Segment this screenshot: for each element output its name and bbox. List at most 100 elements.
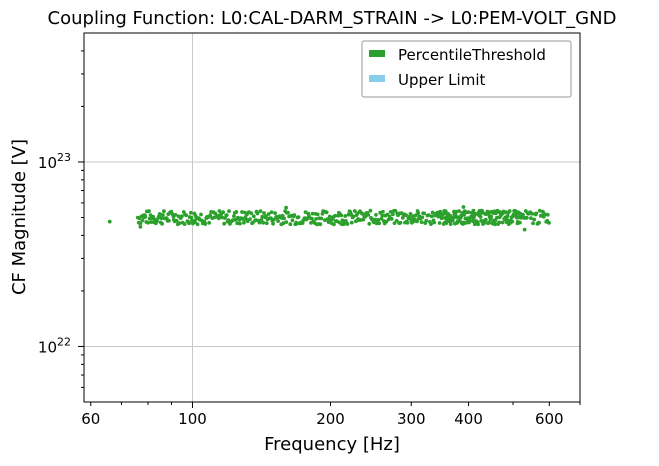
data-point bbox=[440, 216, 445, 220]
x-tick-label: 200 bbox=[316, 410, 345, 428]
data-point bbox=[286, 210, 290, 215]
y-tick-label: 1022 bbox=[38, 335, 71, 356]
data-point bbox=[432, 220, 437, 225]
data-point bbox=[531, 221, 535, 226]
y-axis-label: CF Magnitude [V] bbox=[9, 139, 30, 295]
data-point bbox=[483, 217, 488, 222]
data-point bbox=[193, 220, 197, 225]
data-point bbox=[174, 218, 179, 223]
data-point bbox=[264, 221, 269, 226]
data-point bbox=[157, 212, 162, 216]
data-point bbox=[363, 214, 368, 219]
data-point bbox=[325, 217, 330, 222]
data-point bbox=[429, 214, 434, 219]
data-point bbox=[376, 218, 381, 222]
y-axis-ticks: 1022 1023 bbox=[38, 50, 84, 388]
data-point bbox=[497, 220, 502, 225]
data-point bbox=[222, 221, 227, 226]
data-point bbox=[290, 218, 295, 223]
data-point bbox=[345, 222, 350, 226]
data-point bbox=[264, 214, 268, 218]
x-tick-label: 100 bbox=[178, 410, 207, 428]
data-point bbox=[510, 219, 515, 224]
data-point bbox=[296, 215, 301, 220]
data-point bbox=[189, 215, 194, 220]
data-point bbox=[352, 209, 357, 213]
legend-label-upper-limit: Upper Limit bbox=[398, 71, 485, 89]
data-point bbox=[310, 216, 314, 221]
data-point bbox=[343, 214, 348, 218]
data-point bbox=[147, 216, 152, 221]
data-point bbox=[159, 216, 164, 221]
data-point bbox=[160, 221, 165, 226]
data-point bbox=[333, 213, 337, 218]
data-point bbox=[360, 212, 365, 216]
data-point bbox=[262, 211, 266, 215]
data-point bbox=[203, 222, 208, 226]
data-point bbox=[361, 217, 366, 222]
data-point bbox=[547, 221, 551, 225]
data-point bbox=[366, 213, 371, 217]
data-point bbox=[240, 210, 244, 214]
data-point bbox=[146, 220, 151, 225]
data-point bbox=[261, 220, 266, 225]
data-point bbox=[377, 221, 382, 226]
data-point bbox=[473, 211, 478, 216]
data-point bbox=[217, 209, 222, 213]
data-point bbox=[493, 218, 498, 223]
data-point bbox=[443, 209, 448, 214]
data-point bbox=[381, 209, 385, 214]
data-point bbox=[300, 221, 305, 225]
data-point bbox=[255, 211, 260, 216]
data-point bbox=[471, 208, 476, 213]
data-point bbox=[207, 220, 212, 225]
data-point bbox=[271, 221, 275, 226]
data-point bbox=[339, 213, 344, 218]
data-point bbox=[467, 218, 472, 223]
data-point bbox=[235, 221, 240, 226]
data-point bbox=[221, 210, 226, 215]
data-point bbox=[143, 214, 148, 219]
data-point bbox=[349, 220, 354, 225]
data-point bbox=[529, 216, 533, 221]
legend-swatch-upper-limit bbox=[369, 75, 385, 82]
data-point bbox=[386, 217, 391, 222]
data-point bbox=[476, 222, 480, 227]
data-point bbox=[259, 217, 264, 222]
legend-box bbox=[361, 40, 572, 98]
data-point bbox=[419, 220, 424, 225]
data-point bbox=[426, 213, 431, 218]
data-point bbox=[314, 217, 318, 221]
data-point bbox=[138, 224, 143, 229]
data-point bbox=[257, 220, 262, 225]
data-point bbox=[518, 220, 522, 225]
data-point bbox=[420, 215, 425, 220]
data-point bbox=[451, 215, 456, 220]
data-point bbox=[413, 213, 418, 218]
data-points bbox=[107, 205, 551, 232]
data-point bbox=[398, 220, 403, 225]
data-point bbox=[167, 218, 171, 223]
data-point bbox=[415, 219, 419, 224]
data-point bbox=[407, 214, 412, 219]
data-point bbox=[537, 208, 542, 213]
data-point bbox=[315, 212, 320, 217]
data-point bbox=[368, 208, 373, 213]
data-point bbox=[532, 217, 537, 222]
data-point bbox=[524, 215, 529, 220]
data-point bbox=[373, 217, 378, 222]
legend-swatch-percentile-threshold bbox=[369, 50, 385, 57]
data-point bbox=[351, 214, 356, 219]
x-tick-label: 300 bbox=[397, 410, 426, 428]
data-point bbox=[310, 211, 315, 216]
data-point bbox=[107, 219, 112, 224]
data-point bbox=[249, 211, 254, 216]
data-point bbox=[422, 211, 427, 216]
data-point bbox=[288, 222, 293, 227]
data-point bbox=[471, 219, 475, 224]
data-point bbox=[341, 222, 346, 227]
data-point bbox=[487, 220, 491, 225]
data-point bbox=[461, 205, 466, 209]
data-point bbox=[282, 216, 286, 221]
